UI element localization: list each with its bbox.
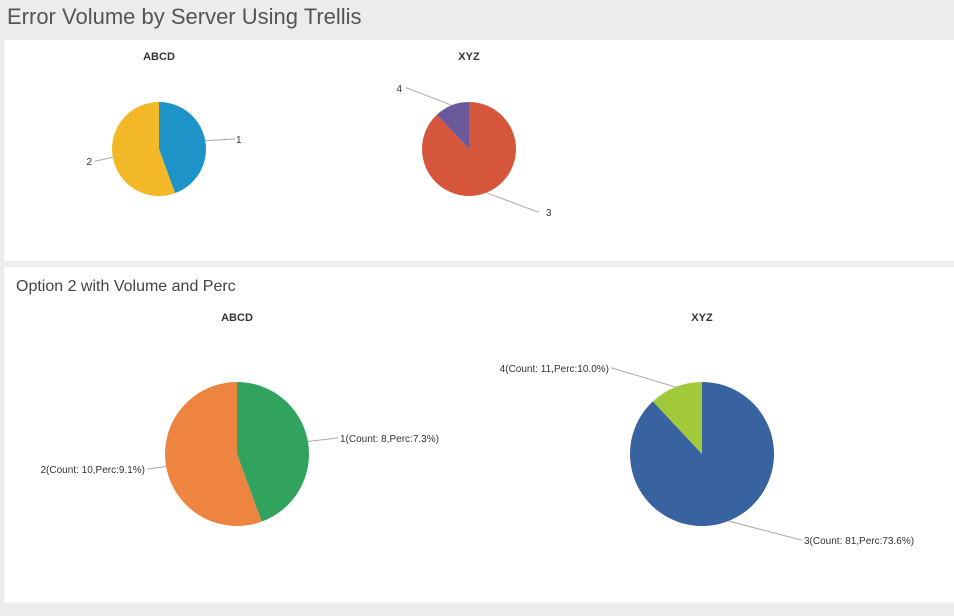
volume-perc-panel: Option 2 with Volume and Perc ABCD 1(Coun… — [4, 267, 954, 603]
trellis-panel: ABCD 1 2 XYZ 3 4 — [4, 40, 954, 261]
pie-slice[interactable] — [112, 102, 176, 196]
leader-line — [205, 138, 235, 142]
pie-slice[interactable] — [237, 382, 310, 522]
slice-label: 3(Count: 81,Perc:73.6%) — [804, 536, 914, 547]
leader-line — [307, 437, 338, 442]
leader-line — [95, 156, 113, 162]
pie-chart: ABCD 1(Count: 8,Perc:7.3%) 2(Count: 10,Per… — [41, 312, 439, 526]
leader-line — [147, 466, 167, 470]
leader-line — [611, 367, 676, 388]
pie-chart: XYZ 3 4 — [396, 51, 552, 219]
trellis-charts: ABCD 1 2 XYZ 3 4 — [86, 51, 552, 219]
leader-line — [406, 87, 452, 106]
slice-label: 2 — [86, 157, 92, 168]
page-title: Error Volume by Server Using Trellis — [7, 4, 362, 29]
pie-chart: XYZ 3(Count: 81,Perc:73.6%) 4(Count: 11,Pe… — [500, 312, 914, 547]
pie-slice[interactable] — [652, 382, 702, 454]
pie-slice[interactable] — [630, 382, 775, 526]
leader-line — [728, 520, 802, 541]
slice-label: 1(Count: 8,Perc:7.3%) — [340, 434, 439, 445]
chart-title: XYZ — [458, 51, 480, 63]
chart-title: ABCD — [143, 51, 175, 63]
slice-label: 4(Count: 11,Perc:10.0%) — [500, 364, 609, 375]
panel-title: Option 2 with Volume and Perc — [16, 278, 236, 295]
leader-line — [486, 192, 539, 213]
chart-title: XYZ — [691, 312, 713, 324]
slice-label: 3 — [546, 208, 552, 219]
slice-label: 2(Count: 10,Perc:9.1%) — [41, 465, 146, 476]
slice-label: 4 — [396, 84, 402, 95]
pie-chart: ABCD 1 2 — [86, 51, 242, 196]
pie-slice[interactable] — [421, 102, 516, 196]
slice-label: 1 — [236, 135, 242, 146]
pie-slice[interactable] — [159, 102, 207, 194]
pie-slice[interactable] — [165, 382, 262, 526]
pie-slice[interactable] — [436, 102, 469, 149]
chart-title: ABCD — [221, 312, 253, 324]
volume-perc-charts: ABCD 1(Count: 8,Perc:7.3%) 2(Count: 10,Per… — [41, 312, 915, 547]
